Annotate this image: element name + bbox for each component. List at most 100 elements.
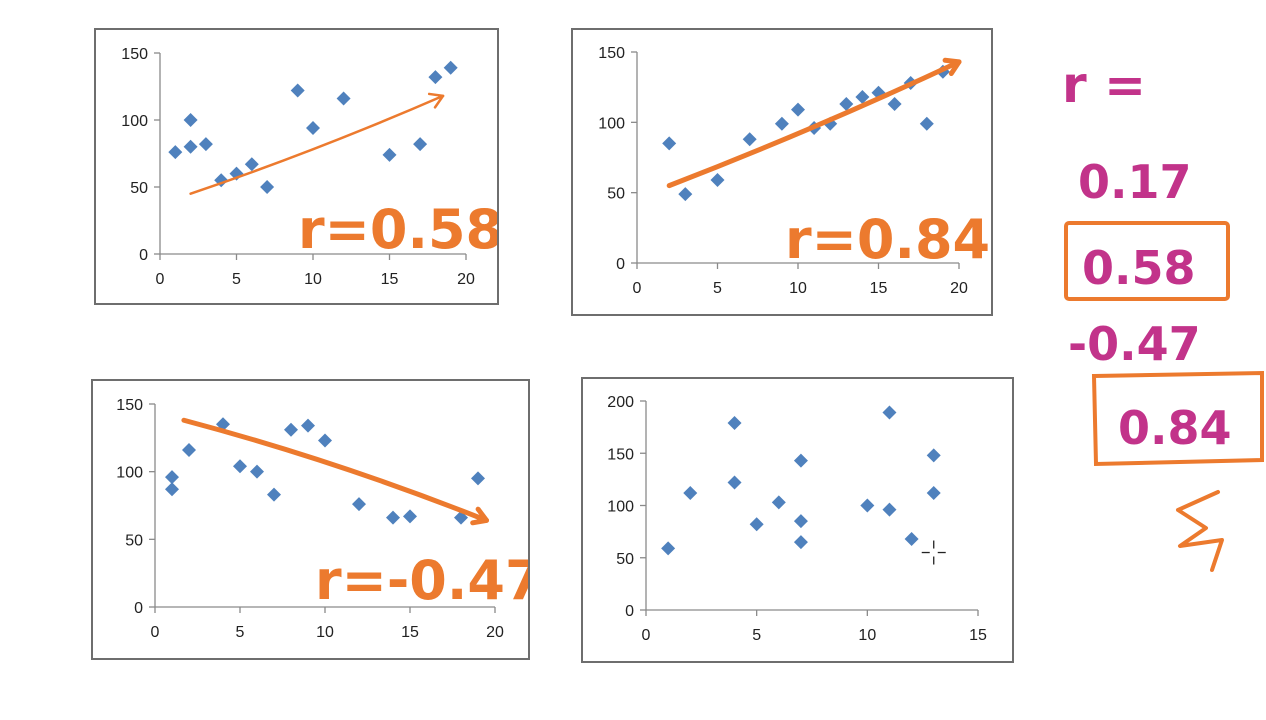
y-tick-label: 0 — [134, 600, 143, 617]
data-point — [284, 422, 298, 437]
scatter-chart-2: 0 50 100 150 0 5 10 15 20 r=0.84 — [571, 28, 993, 316]
data-point — [839, 97, 854, 112]
x-tick-label: 20 — [950, 280, 968, 297]
y-tick-label: 150 — [607, 446, 634, 463]
correlation-notes: r = 0.17 0.58 -0.47 0.84 — [1062, 56, 1264, 572]
y-tick-label: 0 — [616, 256, 625, 273]
data-point — [413, 137, 428, 152]
x-tick-label: 20 — [486, 624, 504, 641]
trend-arrow-line — [666, 59, 962, 189]
x-tick-label: 5 — [713, 280, 722, 297]
r-value-084: 0.84 — [1118, 401, 1232, 455]
chart-plot-1: 0 50 100 150 0 5 10 15 20 r=0.58 — [121, 46, 497, 288]
data-point — [233, 459, 247, 474]
x-tick-label: 0 — [156, 271, 165, 288]
y-tick-label: 50 — [616, 551, 634, 568]
data-point — [791, 102, 805, 117]
x-tick-label: 10 — [858, 627, 876, 644]
data-point — [336, 91, 351, 106]
y-tick-label: 50 — [607, 186, 625, 203]
x-tick-label: 10 — [304, 271, 322, 288]
data-point — [904, 531, 919, 546]
x-tick-label: 0 — [633, 280, 642, 297]
data-point — [260, 180, 275, 194]
r-value-017: 0.17 — [1078, 155, 1192, 209]
y-tick-label: 150 — [598, 45, 625, 62]
trend-arrow-head — [427, 92, 445, 109]
data-point — [301, 418, 315, 433]
y-tick-label: 100 — [116, 465, 143, 482]
data-point — [183, 139, 198, 154]
y-tick-label: 150 — [116, 397, 143, 414]
data-point — [352, 497, 366, 512]
x-tick-label: 10 — [316, 624, 334, 641]
data-point — [771, 495, 786, 510]
trend-arrow-head — [942, 57, 962, 77]
data-point — [749, 517, 764, 532]
y-tick-label: 50 — [130, 180, 148, 197]
scatter-chart-1: 0 50 100 150 0 5 10 15 20 r=0.58 — [94, 28, 499, 305]
data-point — [727, 475, 742, 490]
y-tick-label: 0 — [139, 247, 148, 264]
data-point — [198, 137, 213, 152]
x-tick-label: 0 — [642, 627, 651, 644]
data-point — [793, 453, 808, 468]
data-point — [428, 70, 443, 85]
axis-lines — [645, 401, 978, 611]
x-tick-label: 0 — [151, 624, 160, 641]
correlation-annotation: r=0.84 — [785, 208, 990, 271]
r-value-058: 0.58 — [1082, 241, 1196, 295]
data-point — [662, 136, 677, 151]
data-point — [165, 482, 179, 497]
scatter-chart-3: 0 50 100 150 0 5 10 15 20 r=-0.47 — [91, 379, 530, 660]
highlight-box-084 — [1091, 370, 1264, 467]
data-point — [471, 471, 485, 486]
x-tick-label: 15 — [969, 627, 987, 644]
x-tick-label: 5 — [232, 271, 241, 288]
data-point — [443, 60, 458, 75]
squiggle-mark — [1176, 490, 1224, 572]
data-point — [182, 443, 196, 458]
data-point — [306, 121, 320, 136]
data-point — [183, 113, 198, 127]
trend-arrow-line — [181, 417, 489, 523]
x-tick-label: 15 — [401, 624, 419, 641]
data-point — [386, 510, 400, 525]
data-point — [926, 485, 941, 500]
data-point — [855, 90, 870, 105]
data-point — [860, 498, 875, 513]
y-tick-label: 200 — [607, 394, 634, 411]
data-point — [165, 470, 179, 485]
x-tick-label: 15 — [381, 271, 399, 288]
data-point — [887, 97, 902, 112]
data-point — [168, 145, 183, 160]
x-tick-label: 20 — [457, 271, 475, 288]
data-point — [793, 514, 808, 529]
y-tick-label: 150 — [121, 46, 148, 63]
x-tick-label: 5 — [752, 627, 761, 644]
data-point — [250, 464, 264, 479]
x-tick-label: 10 — [789, 280, 807, 297]
x-tick-label: 5 — [236, 624, 245, 641]
chart-plot-4: 0 50 100 150 200 0 5 10 15 — [607, 394, 987, 644]
data-point — [710, 173, 725, 188]
data-point — [290, 83, 305, 98]
data-point — [318, 433, 332, 448]
y-tick-label: 100 — [598, 115, 625, 132]
correlation-annotation: r=0.58 — [298, 198, 497, 261]
data-point — [683, 485, 698, 500]
data-point — [244, 157, 259, 172]
data-point — [727, 415, 742, 430]
data-point — [774, 116, 789, 131]
chart-plot-3: 0 50 100 150 0 5 10 15 20 r=-0.47 — [116, 397, 528, 641]
data-point — [661, 541, 676, 556]
data-point — [403, 509, 417, 524]
trend-arrow-line — [189, 94, 445, 195]
correlation-annotation: r=-0.47 — [315, 549, 528, 612]
data-point — [882, 502, 897, 517]
data-point — [742, 132, 757, 147]
y-tick-label: 100 — [121, 113, 148, 130]
data-point — [382, 147, 397, 162]
x-tick-label: 15 — [870, 280, 888, 297]
y-tick-label: 50 — [125, 532, 143, 549]
